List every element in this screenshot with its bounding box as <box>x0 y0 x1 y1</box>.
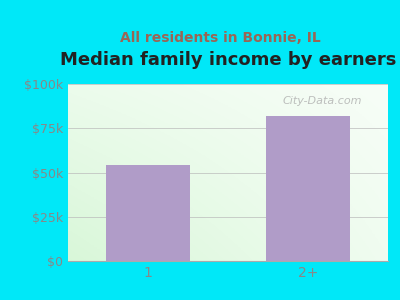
Text: All residents in Bonnie, IL: All residents in Bonnie, IL <box>120 32 320 46</box>
Bar <box>266 116 350 261</box>
Title: Median family income by earners: Median family income by earners <box>60 51 396 69</box>
Text: City-Data.com: City-Data.com <box>282 96 362 106</box>
Bar <box>106 165 190 261</box>
